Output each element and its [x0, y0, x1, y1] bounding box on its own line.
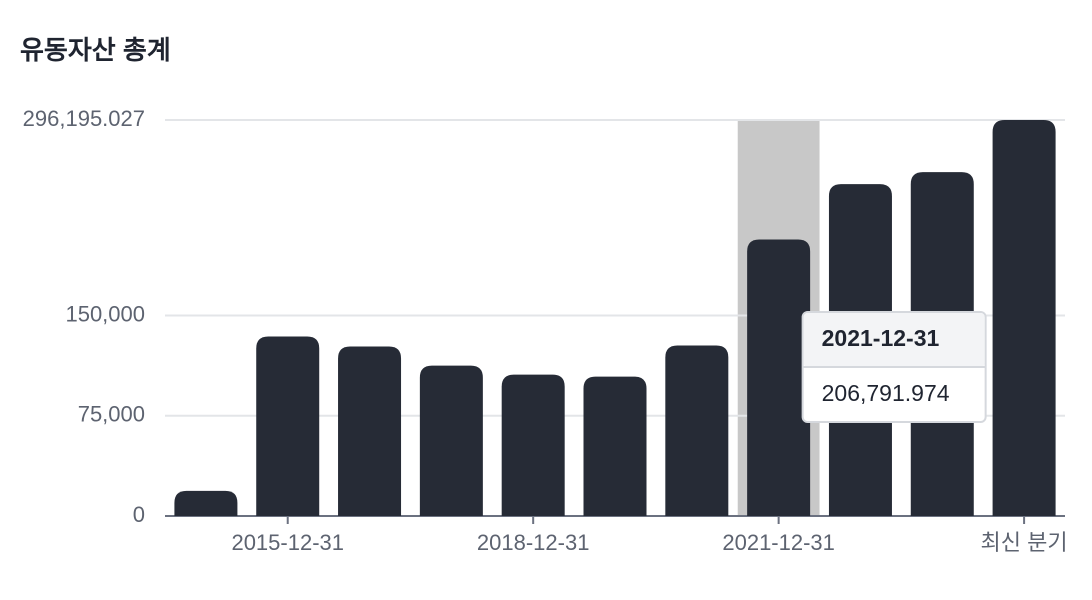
bar: [583, 376, 647, 516]
bar: [501, 374, 565, 516]
tooltip-title: 2021-12-31: [822, 325, 940, 351]
x-tick-label: 2018-12-31: [477, 530, 590, 555]
bar: [992, 120, 1056, 516]
x-tick-label: 2015-12-31: [231, 530, 344, 555]
y-tick-label: 75,000: [78, 402, 145, 427]
tooltip-header: [803, 313, 985, 367]
tooltip-value: 206,791.974: [822, 380, 950, 406]
x-tick-label: 최신 분기: [981, 530, 1068, 555]
x-tick-label: 2021-12-31: [722, 530, 835, 555]
bar: [747, 239, 811, 517]
chart-title: 유동자산 총계: [20, 35, 171, 65]
tooltip: 2021-12-31 206,791.974: [801, 311, 987, 423]
bar: [174, 490, 238, 516]
bar: [256, 336, 320, 516]
bar: [665, 345, 729, 516]
bar: [338, 346, 402, 516]
y-tick-label: 0: [133, 502, 145, 527]
y-tick-label: 296,195.027: [23, 106, 145, 131]
bar: [419, 365, 483, 516]
y-tick-label: 150,000: [65, 301, 145, 326]
